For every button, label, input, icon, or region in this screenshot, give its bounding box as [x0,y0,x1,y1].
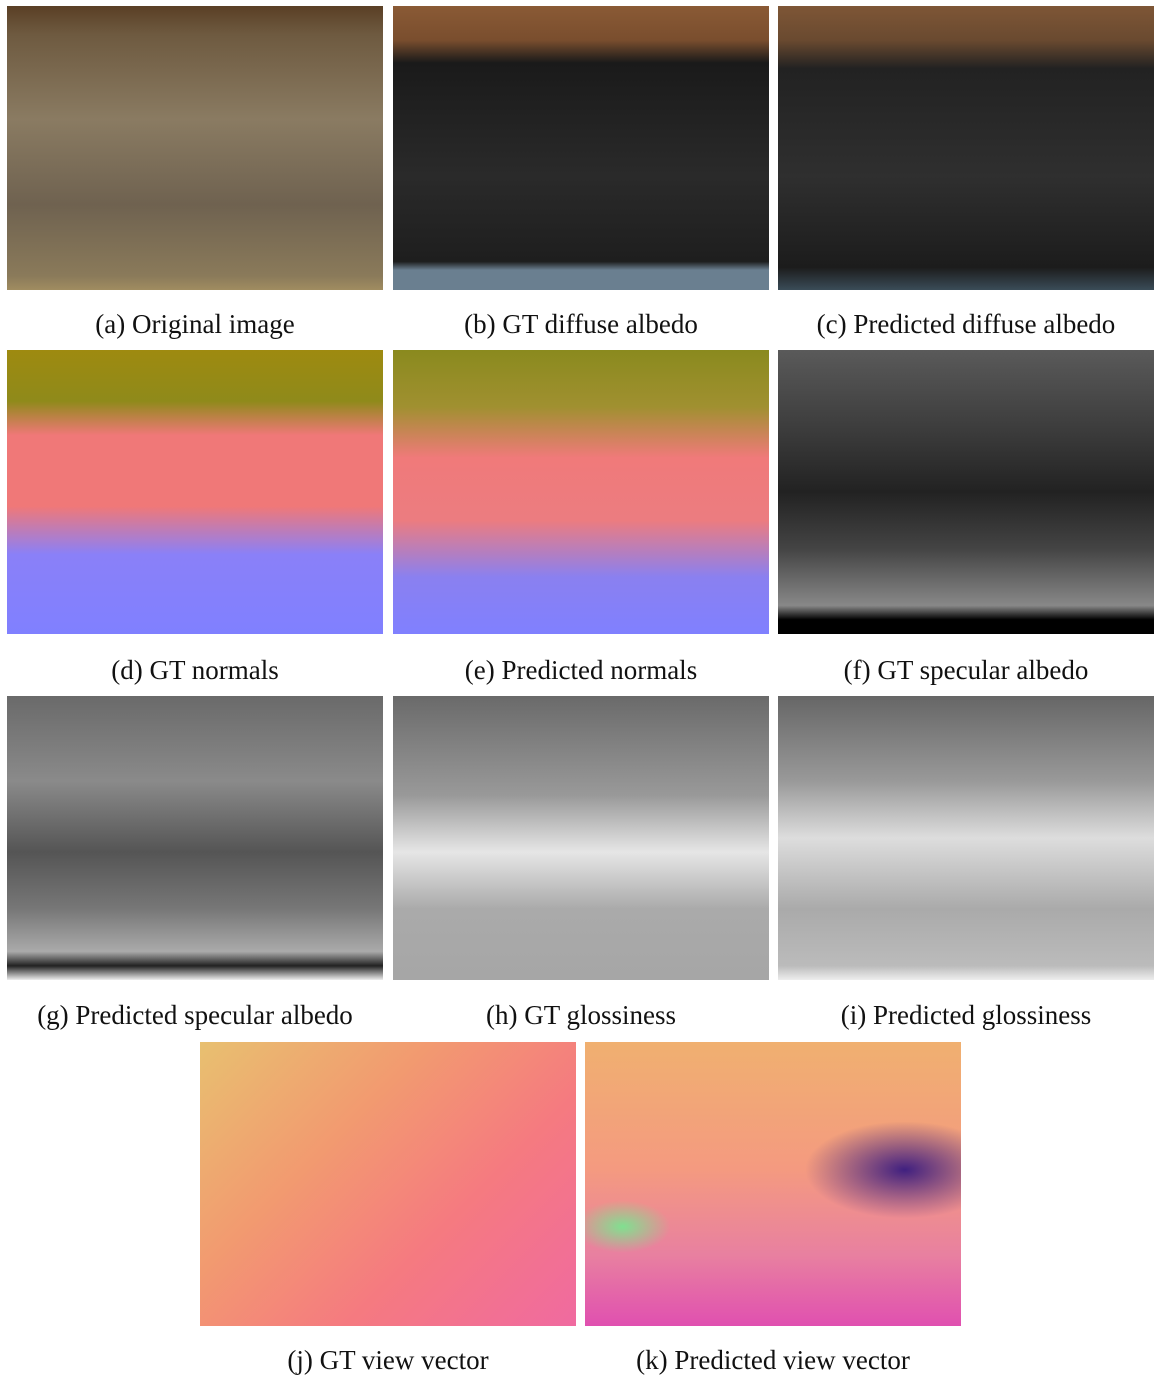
image-gt-view [200,1042,576,1326]
image-pred-view [585,1042,961,1326]
image-gt-diffuse [393,6,769,290]
image-gt-specular [778,350,1154,634]
image-pred-diffuse [778,6,1154,290]
caption: (c) Predicted diffuse albedo [766,309,1156,340]
caption: (e) Predicted normals [381,655,781,686]
caption: (f) GT specular albedo [766,655,1156,686]
image-original [7,6,383,290]
image-gt-normals [7,350,383,634]
image-pred-specular [7,696,383,980]
figure: (a) Original image (b) GT diffuse albedo… [0,0,1156,1380]
caption: (b) GT diffuse albedo [381,309,781,340]
image-pred-normals [393,350,769,634]
caption: (k) Predicted view vector [573,1345,973,1376]
caption: (d) GT normals [0,655,395,686]
image-pred-glossiness [778,696,1154,980]
caption: (h) GT glossiness [381,1000,781,1031]
image-gt-glossiness [393,696,769,980]
caption: (g) Predicted specular albedo [0,1000,395,1031]
caption: (i) Predicted glossiness [766,1000,1156,1031]
caption: (j) GT view vector [188,1345,588,1376]
caption: (a) Original image [0,309,395,340]
